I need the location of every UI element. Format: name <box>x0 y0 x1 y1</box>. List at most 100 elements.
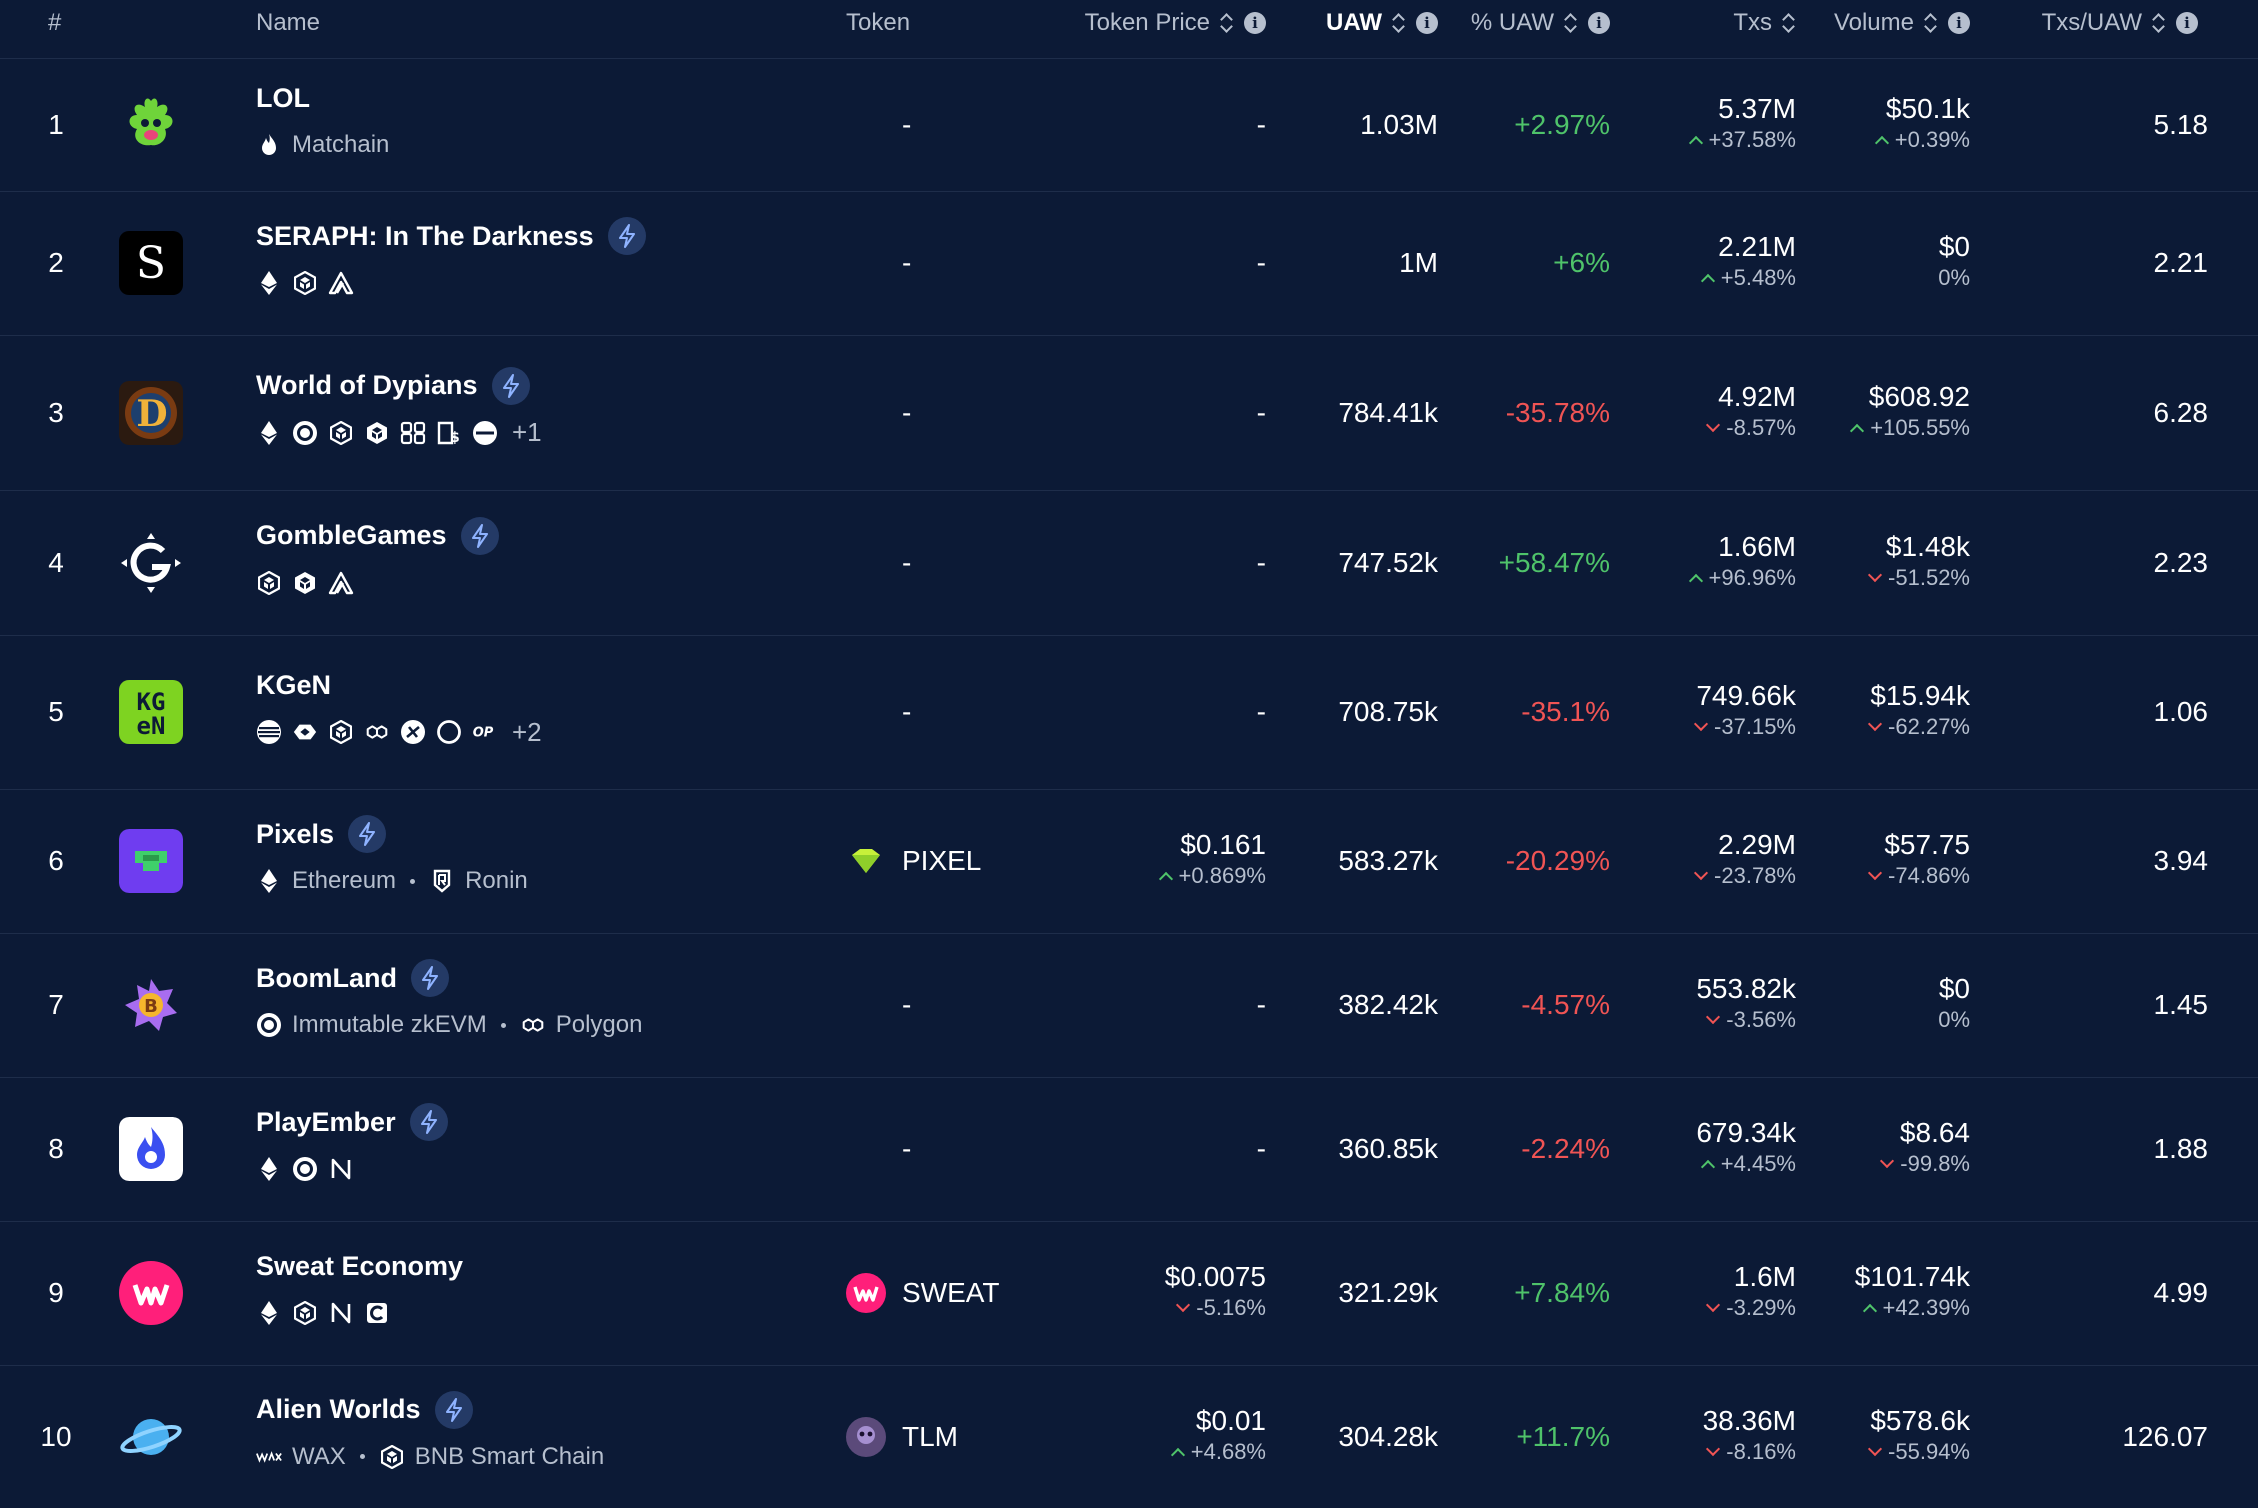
dapp-name-text[interactable]: Pixels <box>256 818 335 849</box>
circle-icon[interactable] <box>436 719 462 745</box>
token-cell[interactable]: - <box>846 985 911 1025</box>
token-cell[interactable]: - <box>846 243 911 283</box>
bnb-icon[interactable] <box>379 1444 405 1470</box>
ethereum-icon[interactable] <box>256 1300 282 1326</box>
optimism-icon[interactable]: OP <box>472 719 498 745</box>
token-cell[interactable]: SWEAT <box>846 1273 999 1313</box>
dapp-name-text[interactable]: Alien Worlds <box>256 1394 421 1424</box>
dapp-name[interactable]: KGeN <box>256 666 331 704</box>
table-row[interactable]: 7 B BoomLand Immutable zkEVM Polygon - - 382.42… <box>0 933 2258 1078</box>
opbnb-icon[interactable] <box>364 420 390 446</box>
table-row[interactable]: 6 Pixels Ethereum Ronin PIXEL $0.161 +0.869% 58… <box>0 789 2258 934</box>
header-txs-uaw[interactable]: Txs/UAW i <box>2020 6 2198 40</box>
bnb-icon[interactable] <box>292 270 318 296</box>
wax-icon[interactable] <box>256 1444 282 1470</box>
table-row[interactable]: 8 PlayEmber - - 360.85k -2.24% 679.34k +4.45% $8… <box>0 1077 2258 1222</box>
dapp-name[interactable]: Pixels <box>256 815 387 853</box>
token-cell[interactable]: - <box>846 1129 911 1169</box>
polygon-icon[interactable] <box>520 1012 546 1038</box>
dapp-name[interactable]: World of Dypians <box>256 366 530 405</box>
dapp-name[interactable]: PlayEmber <box>256 1103 448 1141</box>
dapp-name[interactable]: Alien Worlds <box>256 1390 473 1429</box>
token-cell[interactable]: PIXEL <box>846 841 981 881</box>
near-icon[interactable] <box>328 1156 354 1182</box>
table-row[interactable]: 3 D World of Dypians $ +1 - - 784.41k -35.78% 4.9… <box>0 335 2258 491</box>
dapp-name[interactable]: Sweat Economy <box>256 1247 463 1285</box>
dapp-name-text[interactable]: BoomLand <box>256 962 397 993</box>
table-row[interactable]: 1 LOL Matchain - - 1.03M +2.97% 5.37M +37.58% $50… <box>0 59 2258 192</box>
boomland-logo[interactable]: B <box>119 973 183 1037</box>
alien-worlds-logo[interactable] <box>119 1405 183 1469</box>
near-icon[interactable] <box>328 1300 354 1326</box>
more-chains-count[interactable]: +2 <box>512 716 542 747</box>
ethereum-icon[interactable] <box>256 1156 282 1182</box>
zksync-icon[interactable] <box>400 719 426 745</box>
arbitrum-icon[interactable] <box>328 270 354 296</box>
sweat-logo[interactable] <box>119 1261 183 1325</box>
ethereum-icon[interactable] <box>256 868 282 894</box>
bnb-icon[interactable] <box>256 570 282 596</box>
table-row[interactable]: 10 Alien Worlds WAX BNB Smart Chain TLM $0.01… <box>0 1365 2258 1508</box>
playember-logo[interactable] <box>119 1117 183 1181</box>
dapp-name[interactable]: LOL <box>256 79 310 117</box>
ronin-icon[interactable] <box>429 868 455 894</box>
header-pct-uaw[interactable]: % UAW i <box>1450 6 1610 40</box>
info-icon[interactable]: i <box>1244 12 1266 34</box>
dapp-name[interactable]: GombleGames <box>256 516 499 555</box>
gomble-logo[interactable] <box>119 531 183 595</box>
immutable-icon[interactable] <box>292 1156 318 1182</box>
sort-icon[interactable] <box>2152 13 2166 33</box>
token-cell[interactable]: - <box>846 692 911 732</box>
header-volume[interactable]: Volume i <box>1810 6 1970 40</box>
header-txs[interactable]: Txs <box>1680 6 1796 40</box>
skale-icon[interactable] <box>400 420 426 446</box>
dapp-name-text[interactable]: Sweat Economy <box>256 1250 464 1281</box>
info-icon[interactable]: i <box>1948 12 1970 34</box>
ethereum-icon[interactable] <box>256 420 282 446</box>
header-token-price[interactable]: Token Price i <box>1040 6 1266 40</box>
arbitrum-icon[interactable] <box>328 570 354 596</box>
token-cell[interactable]: TLM <box>846 1416 958 1457</box>
lol-logo[interactable] <box>119 93 183 157</box>
opbnb-icon[interactable] <box>292 570 318 596</box>
base-icon[interactable] <box>472 420 498 446</box>
immutable-icon[interactable] <box>256 1012 282 1038</box>
info-icon[interactable]: i <box>1588 12 1610 34</box>
dapp-name[interactable]: BoomLand <box>256 959 449 997</box>
bnb-icon[interactable] <box>292 1300 318 1326</box>
token-cell[interactable]: - <box>846 543 911 583</box>
sort-icon[interactable] <box>1782 13 1796 33</box>
sort-icon[interactable] <box>1924 13 1938 33</box>
table-row[interactable]: 4 GombleGames - - 747.52k +58.47% 1.66M +96.96%… <box>0 490 2258 636</box>
dapp-name-text[interactable]: SERAPH: In The Darkness <box>256 220 594 251</box>
kaia-icon[interactable] <box>292 719 318 745</box>
flame-icon[interactable] <box>256 132 282 158</box>
info-icon[interactable]: i <box>1416 12 1438 34</box>
table-row[interactable]: 2 S SERAPH: In The Darkness - - 1M +6% 2.21M +5.… <box>0 191 2258 336</box>
polygon-icon[interactable] <box>364 719 390 745</box>
table-row[interactable]: 5 KG eN KGeN OP +2- -708.75k -35.1% 749.66k -37.1… <box>0 635 2258 790</box>
more-chains-count[interactable]: +1 <box>512 417 542 447</box>
kgen-logo[interactable]: KG eN <box>119 680 183 744</box>
aptos-icon[interactable] <box>256 719 282 745</box>
dapp-name-text[interactable]: GombleGames <box>256 520 447 550</box>
dapp-name-text[interactable]: World of Dypians <box>256 370 478 400</box>
header-uaw[interactable]: UAW i <box>1280 6 1438 40</box>
bnb-icon[interactable] <box>328 420 354 446</box>
seraph-logo[interactable]: S <box>119 231 183 295</box>
seieco-icon[interactable]: $ <box>436 420 462 446</box>
sort-icon[interactable] <box>1392 13 1406 33</box>
token-cell[interactable]: - <box>846 105 911 145</box>
dapp-name-text[interactable]: LOL <box>256 82 310 113</box>
sort-icon[interactable] <box>1564 13 1578 33</box>
dapp-name-text[interactable]: KGeN <box>256 669 332 700</box>
bnb-icon[interactable] <box>328 719 354 745</box>
immutable-icon[interactable] <box>292 420 318 446</box>
dapp-name-text[interactable]: PlayEmber <box>256 1106 396 1137</box>
token-cell[interactable]: - <box>846 393 911 433</box>
pixels-logo[interactable] <box>119 829 183 893</box>
core-icon[interactable] <box>364 1300 390 1326</box>
info-icon[interactable]: i <box>2176 12 2198 34</box>
dapp-name[interactable]: SERAPH: In The Darkness <box>256 217 646 255</box>
sort-icon[interactable] <box>1220 13 1234 33</box>
